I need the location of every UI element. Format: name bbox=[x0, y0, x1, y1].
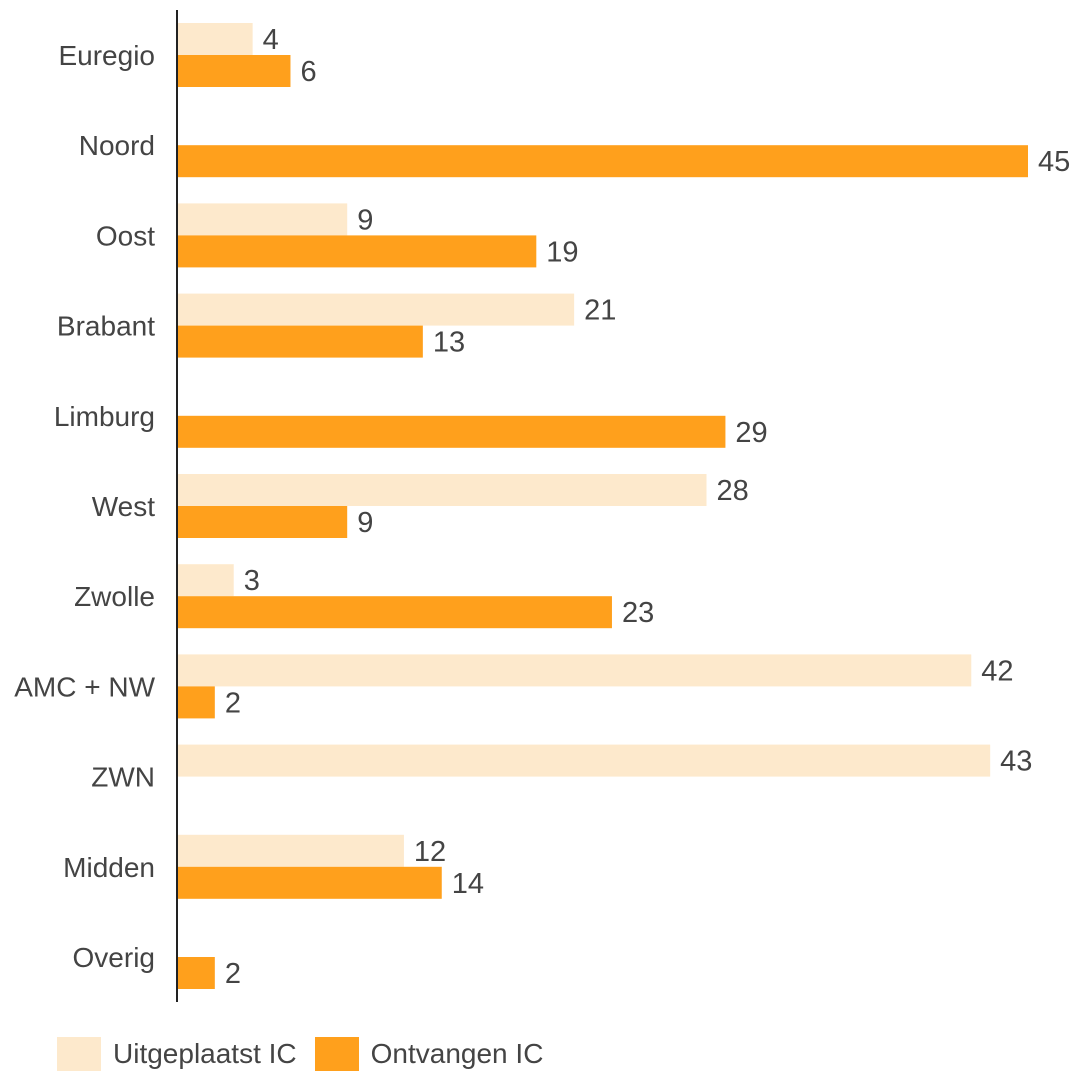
legend-label-ontvangen: Ontvangen IC bbox=[370, 1038, 544, 1069]
bar-west-uitgeplaatst bbox=[177, 474, 707, 506]
category-label-euregio: Euregio bbox=[58, 40, 155, 71]
bar-limburg-ontvangen bbox=[177, 415, 726, 448]
bar-oost-ontvangen bbox=[177, 235, 537, 268]
value-label-oost-uitgeplaatst: 9 bbox=[357, 204, 373, 236]
bar-euregio-ontvangen bbox=[177, 55, 291, 87]
value-label-midden-uitgeplaatst: 12 bbox=[414, 836, 446, 868]
value-label-noord-ontvangen: 45 bbox=[1038, 146, 1070, 178]
bar-zwolle-ontvangen bbox=[177, 596, 612, 629]
bar-brabant-uitgeplaatst bbox=[177, 293, 575, 326]
category-label-oost: Oost bbox=[96, 220, 155, 251]
value-label-midden-ontvangen: 14 bbox=[452, 868, 484, 900]
value-label-limburg-ontvangen: 29 bbox=[735, 417, 767, 449]
value-label-overig-ontvangen: 2 bbox=[225, 958, 241, 990]
value-label-zwolle-uitgeplaatst: 3 bbox=[244, 565, 260, 597]
value-label-zwn-uitgeplaatst: 43 bbox=[1000, 746, 1032, 778]
category-label-brabant: Brabant bbox=[57, 311, 155, 342]
legend-item-uitgeplaatst: Uitgeplaatst IC bbox=[57, 1037, 297, 1071]
bar-midden-uitgeplaatst bbox=[177, 834, 404, 867]
bar-midden-ontvangen bbox=[177, 866, 442, 899]
value-label-euregio-ontvangen: 6 bbox=[300, 56, 316, 88]
bar-brabant-ontvangen bbox=[177, 325, 423, 358]
category-label-zwn: ZWN bbox=[91, 762, 155, 793]
value-label-zwolle-ontvangen: 23 bbox=[622, 597, 654, 629]
bar-amc-nw-ontvangen bbox=[177, 686, 215, 719]
value-label-brabant-uitgeplaatst: 21 bbox=[584, 295, 616, 327]
bars-layer bbox=[177, 23, 1028, 989]
bar-zwolle-uitgeplaatst bbox=[177, 564, 234, 597]
legend-label-uitgeplaatst: Uitgeplaatst IC bbox=[113, 1038, 297, 1069]
value-label-euregio-uitgeplaatst: 4 bbox=[263, 24, 279, 56]
category-label-zwolle: Zwolle bbox=[74, 581, 155, 612]
legend-swatch-uitgeplaatst bbox=[57, 1037, 101, 1071]
bar-amc-nw-uitgeplaatst bbox=[177, 654, 972, 687]
category-label-limburg: Limburg bbox=[54, 401, 155, 432]
category-label-overig: Overig bbox=[73, 942, 155, 973]
category-label-noord: Noord bbox=[79, 130, 155, 161]
bar-oost-uitgeplaatst bbox=[177, 203, 348, 236]
bar-zwn-uitgeplaatst bbox=[177, 744, 991, 777]
category-label-west: West bbox=[92, 491, 155, 522]
legend: Uitgeplaatst IC Ontvangen IC bbox=[57, 1037, 561, 1071]
category-label-midden: Midden bbox=[63, 852, 155, 883]
category-label-amc-nw: AMC + NW bbox=[14, 671, 155, 702]
bar-overig-ontvangen bbox=[177, 957, 215, 989]
value-label-west-uitgeplaatst: 28 bbox=[717, 475, 749, 507]
value-label-west-ontvangen: 9 bbox=[357, 507, 373, 539]
value-label-brabant-ontvangen: 13 bbox=[433, 327, 465, 359]
value-label-oost-ontvangen: 19 bbox=[546, 236, 578, 268]
categories-layer: Euregio Noord Oost Brabant Limburg West Zwolle… bbox=[14, 40, 155, 973]
legend-item-ontvangen: Ontvangen IC bbox=[314, 1037, 544, 1071]
legend-swatch-ontvangen bbox=[314, 1037, 359, 1071]
value-label-amc-nw-ontvangen: 2 bbox=[225, 687, 241, 719]
bar-noord-ontvangen bbox=[177, 145, 1028, 178]
value-label-amc-nw-uitgeplaatst: 42 bbox=[981, 655, 1013, 687]
bar-west-ontvangen bbox=[177, 506, 348, 538]
bar-euregio-uitgeplaatst bbox=[177, 23, 253, 55]
